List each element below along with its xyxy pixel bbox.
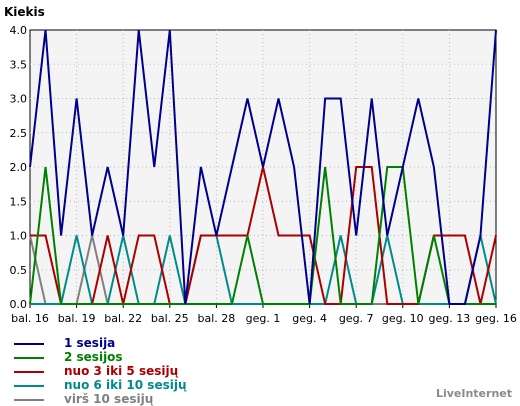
legend-swatch-5 — [14, 398, 44, 401]
legend-label-3: nuo 3 iki 5 sesijų — [64, 364, 179, 378]
y-tick-label: 3.5 — [10, 58, 28, 71]
line-chart: Kiekis 0.0 0.5 1.0 1.5 2.0 2.5 3.0 3.5 4.0 bal. … — [4, 5, 517, 325]
liveinternet-logo[interactable]: LiveInternet — [435, 387, 512, 400]
y-tick-label: 2.5 — [10, 127, 28, 140]
x-tick-label: geg. 1 — [246, 312, 281, 325]
legend-label-5: virš 10 sesijų — [64, 392, 154, 406]
x-tick-label: geg. 13 — [429, 312, 471, 325]
legend-swatch-4 — [14, 384, 44, 387]
series-lines — [29, 29, 497, 305]
y-tick-label: 1.5 — [10, 195, 28, 208]
x-tick-label: bal. 28 — [198, 312, 236, 325]
legend-swatch-3 — [14, 370, 44, 373]
legend-label-2: 2 sesijos — [64, 350, 123, 364]
legend: 1 sesija 2 sesijos nuo 3 iki 5 sesijų nu… — [14, 336, 187, 406]
x-tick-label: bal. 16 — [11, 312, 49, 325]
x-tick-label: bal. 25 — [151, 312, 189, 325]
legend-item-4: nuo 6 iki 10 sesijų — [14, 378, 187, 392]
x-ticks: bal. 16 bal. 19 bal. 22 bal. 25 bal. 28 geg. … — [11, 304, 517, 325]
x-tick-label: geg. 16 — [475, 312, 517, 325]
legend-item-5: virš 10 sesijų — [14, 392, 187, 406]
legend-item-1: 1 sesija — [14, 336, 187, 350]
series-line-1 — [29, 29, 497, 305]
legend-swatch-1 — [14, 342, 44, 345]
x-tick-label: geg. 7 — [339, 312, 374, 325]
y-tick-label: 3.0 — [10, 93, 28, 106]
x-tick-label: geg. 10 — [382, 312, 424, 325]
legend-label-1: 1 sesija — [64, 336, 116, 350]
y-tick-label: 1.0 — [10, 230, 28, 243]
x-tick-label: bal. 19 — [58, 312, 96, 325]
legend-item-3: nuo 3 iki 5 sesijų — [14, 364, 187, 378]
legend-label-4: nuo 6 iki 10 sesijų — [64, 378, 187, 392]
x-tick-label: geg. 4 — [292, 312, 327, 325]
y-tick-label: 4.0 — [10, 24, 28, 37]
y-tick-label: 0.5 — [10, 264, 28, 277]
y-ticks: 0.0 0.5 1.0 1.5 2.0 2.5 3.0 3.5 4.0 — [10, 24, 28, 311]
legend-item-2: 2 sesijos — [14, 350, 187, 364]
y-tick-label: 0.0 — [10, 298, 28, 311]
y-tick-label: 2.0 — [10, 161, 28, 174]
y-axis-label: Kiekis — [4, 5, 45, 19]
legend-swatch-2 — [14, 356, 44, 359]
series-line-2 — [29, 166, 496, 305]
x-tick-label: bal. 22 — [104, 312, 142, 325]
